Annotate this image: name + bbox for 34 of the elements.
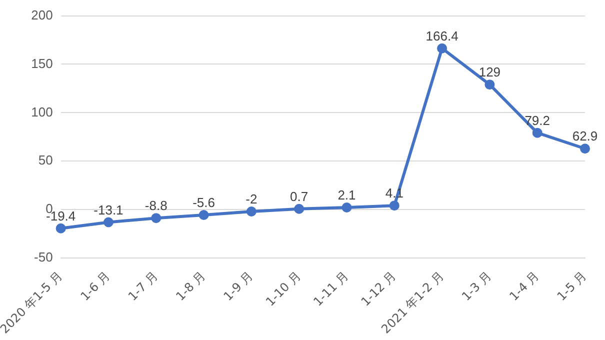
x-tick-label: 1-7 月 <box>126 268 160 304</box>
data-label: -5.6 <box>192 195 215 210</box>
data-label: 0.7 <box>290 188 308 204</box>
data-label: -2 <box>246 192 258 207</box>
x-tick-label: 1-6 月 <box>78 268 113 304</box>
point <box>580 144 590 154</box>
point <box>246 206 256 216</box>
point <box>56 223 66 234</box>
y-tick-label: 200 <box>31 7 53 22</box>
point <box>532 128 542 138</box>
x-tick-label: 1-8 月 <box>173 268 208 304</box>
point <box>198 210 209 220</box>
data-label: -8.8 <box>144 198 168 214</box>
data-label: 62.9 <box>572 128 598 144</box>
data-label: -13.1 <box>94 202 124 218</box>
point <box>294 204 304 214</box>
point <box>151 213 162 224</box>
y-tick-label: 100 <box>31 104 53 120</box>
y-tick-label: -50 <box>34 250 53 265</box>
x-tick-label: 1-5 月 <box>554 268 590 304</box>
data-label: 129 <box>478 64 501 80</box>
point <box>484 80 495 90</box>
point <box>103 217 114 228</box>
x-tick-label: 1-4 月 <box>506 268 542 304</box>
x-tick-label: 1-3 月 <box>459 268 494 304</box>
point <box>437 43 448 54</box>
data-label: 2.1 <box>338 188 356 203</box>
data-label: 166.4 <box>426 28 458 44</box>
point <box>342 202 352 213</box>
x-tick-label: 1-9 月 <box>220 268 256 304</box>
data-label: 79.2 <box>524 112 550 128</box>
y-tick-label: 50 <box>38 152 53 168</box>
point <box>389 200 400 211</box>
y-tick-label: 150 <box>31 56 53 71</box>
